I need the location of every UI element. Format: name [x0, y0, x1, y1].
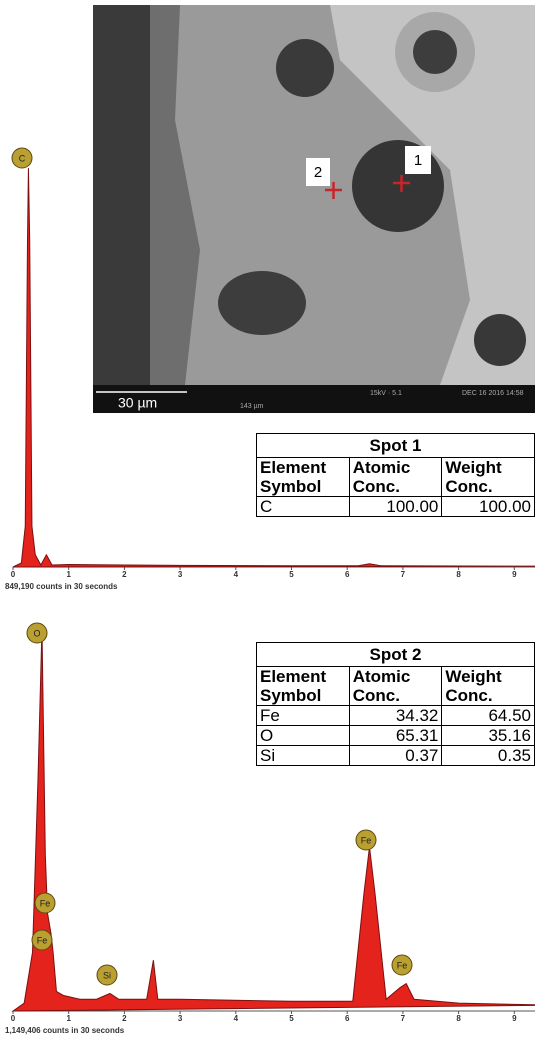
title-row: Spot 2: [256, 642, 535, 667]
peak-label: Si: [103, 970, 111, 980]
peak-marker: [96, 964, 118, 986]
x-tick-label: 7: [401, 570, 406, 579]
sem-image: 30 µm 143 µm 15kV · 5.1 DEC 16 2016 14:5…: [93, 5, 535, 413]
x-tick-label: 0: [11, 1014, 16, 1023]
table-title: Spot 2: [256, 642, 535, 667]
x-tick-label: 3: [178, 570, 183, 579]
peak-label: Fe: [397, 960, 408, 970]
peak-marker: [355, 829, 377, 851]
header-row: Element Symbol Atomic Conc. Weight Conc.: [256, 457, 535, 497]
voltage: 15kV · 5.1: [370, 390, 402, 397]
x-tick-label: 0: [11, 570, 16, 579]
peak-marker: [34, 892, 56, 914]
peak-label: Fe: [37, 935, 48, 945]
x-tick-label: 5: [289, 570, 294, 579]
x-tick-label: 1: [66, 1014, 71, 1023]
row: Fe 34.32 64.50: [256, 705, 535, 726]
header-cell: Weight Conc.: [441, 666, 535, 706]
cell: 0.37: [348, 745, 443, 766]
cell: 64.50: [441, 705, 535, 726]
peak-label: Fe: [40, 898, 51, 908]
x-tick-label: 4: [234, 1014, 239, 1023]
cell: 100.00: [348, 496, 443, 517]
cell: 34.32: [348, 705, 443, 726]
cell: C: [256, 496, 350, 517]
header-row: Element Symbol Atomic Conc. Weight Conc.: [256, 666, 535, 706]
row: C 100.00 100.00: [256, 496, 535, 517]
x-tick-label: 6: [345, 1014, 350, 1023]
x-tick-label: 4: [234, 570, 239, 579]
peak-marker: [26, 622, 48, 644]
cell: Fe: [256, 705, 350, 726]
table: Spot 2 Element Symbol Atomic Conc. Weight C…: [256, 642, 535, 766]
header-cell: Atomic Conc.: [348, 457, 443, 497]
caption: 1,149,406 counts in 30 seconds: [5, 1026, 125, 1035]
row: Si 0.37 0.35: [256, 745, 535, 766]
peak-marker: [31, 929, 53, 951]
title-row: Spot 1: [256, 433, 535, 458]
x-tick-label: 2: [122, 1014, 127, 1023]
header-cell: Element Symbol: [256, 457, 350, 497]
x-tick-label: 2: [122, 570, 127, 579]
x-tick-label: 3: [178, 1014, 183, 1023]
field-width: 143 µm: [240, 403, 264, 410]
spot-label: 2: [314, 164, 322, 181]
peak-marker: [391, 954, 413, 976]
row: O 65.31 35.16: [256, 725, 535, 746]
cell: 65.31: [348, 725, 443, 746]
cell: Si: [256, 745, 350, 766]
peak-label: C: [19, 153, 26, 163]
table: Spot 1 Element Symbol Atomic Conc. Weight C…: [256, 433, 535, 517]
cell: O: [256, 725, 350, 746]
header-cell: Atomic Conc.: [348, 666, 443, 706]
x-tick-label: 6: [345, 570, 350, 579]
scale-bar: 30 µm: [118, 395, 157, 411]
x-tick-label: 1: [66, 570, 71, 579]
x-tick-label: 7: [401, 1014, 406, 1023]
x-tick-label: 9: [512, 570, 517, 579]
spectrum: [11, 627, 535, 1012]
peak-marker: [11, 147, 33, 169]
cell: 0.35: [441, 745, 535, 766]
x-tick-label: 8: [456, 570, 461, 579]
timestamp: DEC 16 2016 14:58: [462, 390, 524, 397]
caption: 849,190 counts in 30 seconds: [5, 582, 118, 591]
cell: 100.00: [441, 496, 535, 517]
peak-label: Fe: [361, 835, 372, 845]
header-cell: Element Symbol: [256, 666, 350, 706]
cell: 35.16: [441, 725, 535, 746]
x-tick-label: 5: [289, 1014, 294, 1023]
spot-label: 1: [414, 152, 422, 169]
header-cell: Weight Conc.: [441, 457, 535, 497]
table-title: Spot 1: [256, 433, 535, 458]
spectrum: [12, 168, 535, 568]
x-tick-label: 8: [456, 1014, 461, 1023]
peak-label: O: [33, 628, 40, 638]
x-tick-label: 9: [512, 1014, 517, 1023]
